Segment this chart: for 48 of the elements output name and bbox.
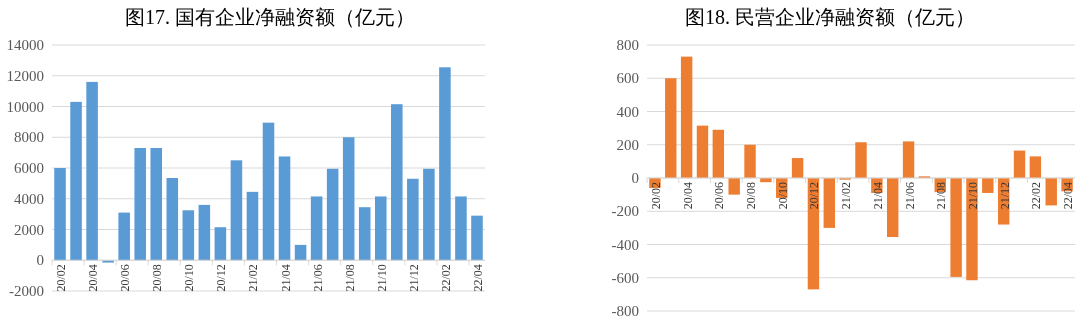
- x-tick-label: 22/04: [470, 264, 485, 292]
- x-tick-label: 20/06: [712, 182, 727, 210]
- y-tick-label: 400: [616, 103, 639, 120]
- y-tick-label: 14000: [6, 37, 44, 53]
- x-tick-label: 20/02: [648, 182, 663, 210]
- x-tick-label: 20/08: [744, 182, 759, 210]
- x-tick-label: 20/06: [118, 264, 133, 292]
- x-tick-label: 20/10: [775, 182, 790, 210]
- x-tick-label: 21/02: [839, 182, 854, 210]
- x-tick-label: 21/10: [374, 264, 389, 292]
- y-tick-label: 0: [631, 170, 639, 186]
- y-tick-label: 6000: [14, 160, 44, 176]
- x-tick-label: 21/10: [965, 182, 980, 210]
- x-tick-label: 20/12: [807, 182, 822, 210]
- y-tick-label: -600: [611, 269, 639, 286]
- x-tick-label: 21/04: [870, 182, 885, 210]
- y-tick-label: 0: [36, 252, 44, 269]
- y-tick-label: 800: [616, 37, 639, 53]
- x-tick-label: 20/04: [86, 264, 101, 292]
- x-tick-label: 21/04: [278, 264, 293, 292]
- x-tick-label: 20/10: [182, 264, 197, 292]
- x-tick-label: 21/12: [406, 264, 421, 292]
- y-tick-label: 600: [616, 70, 639, 87]
- y-tick-label: -200: [611, 203, 639, 220]
- y-tick-label: -800: [611, 303, 639, 319]
- x-tick-label: 22/04: [1061, 182, 1076, 210]
- y-tick-label: 2000: [14, 221, 44, 238]
- x-tick-label: 20/12: [214, 264, 229, 292]
- x-tick-label: 22/02: [1029, 182, 1044, 210]
- x-tick-label: 20/04: [680, 182, 695, 210]
- x-tick-label: 21/12: [997, 182, 1012, 210]
- y-tick-label: 200: [616, 136, 639, 153]
- x-tick-label: 21/08: [934, 182, 949, 210]
- x-tick-label: 21/02: [246, 264, 261, 292]
- x-tick-label: 21/06: [310, 264, 325, 292]
- x-tick-label: 22/02: [438, 264, 453, 292]
- y-tick-label: -400: [611, 236, 639, 253]
- y-tick-label: 4000: [14, 190, 44, 207]
- y-tick-label: -2000: [9, 283, 44, 299]
- y-tick-label: 12000: [6, 67, 44, 84]
- y-tick-label: 10000: [6, 98, 44, 115]
- x-tick-label: 21/08: [342, 264, 357, 292]
- x-tick-label: 20/08: [150, 264, 165, 292]
- x-tick-label: 21/06: [902, 182, 917, 210]
- y-tick-label: 8000: [14, 129, 44, 146]
- x-tick-label: 20/02: [54, 264, 69, 292]
- chart-title: 图17. 国有企业净融资额（亿元）: [125, 6, 415, 28]
- chart-title: 图18. 民营企业净融资额（亿元）: [685, 6, 975, 28]
